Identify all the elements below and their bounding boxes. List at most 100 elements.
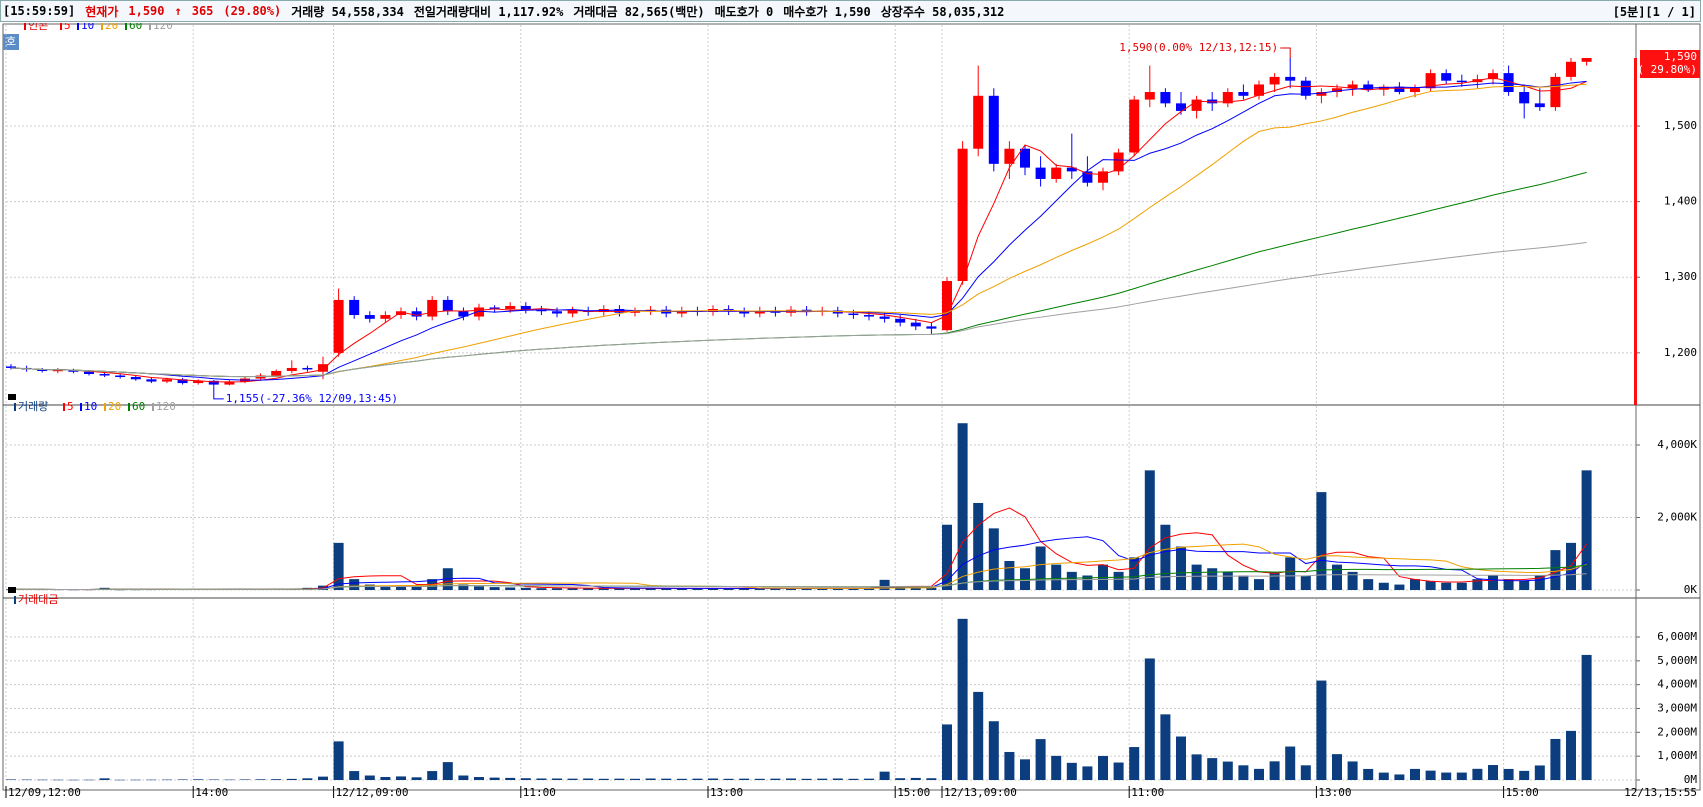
candle-body — [864, 315, 874, 317]
candle-body — [1488, 73, 1498, 80]
legend-swatch — [60, 23, 62, 30]
bar — [1425, 770, 1436, 780]
bar — [848, 588, 859, 590]
bar — [786, 588, 796, 590]
candle-body — [286, 367, 297, 371]
bar — [536, 588, 547, 590]
candle-body — [1176, 103, 1186, 111]
bar — [286, 778, 297, 780]
bar — [1581, 654, 1592, 780]
legend-period: 20 — [108, 400, 121, 413]
y-tick-label: 1,200 — [1664, 346, 1697, 359]
bar — [1285, 746, 1296, 780]
period-button[interactable]: [5분][1 / 1] — [1612, 4, 1696, 19]
bar — [957, 423, 968, 590]
bar — [224, 779, 235, 781]
legend-period: 60 — [129, 23, 142, 32]
bar — [333, 542, 344, 590]
bar — [505, 587, 516, 590]
bar — [1347, 761, 1358, 780]
bar — [1363, 768, 1374, 780]
chart: 호 1,200 1,300 1,400 1,500 인콘 5 10 20 60 120 1,590(… — [2, 23, 1701, 799]
header-bar: [15:59:59] 현재가 1,590 ↑ 365 (29.80%) 거래량 … — [0, 0, 1701, 22]
candle-body — [37, 369, 48, 371]
bar — [1534, 575, 1545, 590]
bar — [1300, 575, 1311, 590]
bar — [1066, 571, 1077, 590]
time: [15:59:59] — [3, 4, 76, 18]
bar — [411, 586, 422, 590]
bar — [692, 778, 703, 780]
bar — [583, 778, 594, 780]
legend-bar — [24, 23, 26, 30]
candle-body — [1269, 76, 1280, 85]
candle-body — [505, 305, 516, 309]
legend-period: 60 — [132, 400, 145, 413]
candle-body — [1332, 88, 1342, 93]
bar — [208, 779, 219, 780]
bar — [895, 587, 906, 590]
bar — [84, 779, 94, 781]
bar — [708, 588, 718, 590]
bar — [770, 778, 781, 780]
bar — [1269, 571, 1280, 590]
bar — [1269, 761, 1280, 780]
bar — [1441, 772, 1452, 780]
x-tick-label: 15:00 — [897, 786, 930, 799]
bar — [926, 778, 937, 780]
bar — [1581, 470, 1592, 590]
bar — [146, 779, 157, 781]
bar — [739, 778, 750, 780]
info: 매수호가 1,590 — [783, 4, 871, 19]
candle-body — [427, 299, 438, 317]
candle-body — [910, 322, 921, 327]
bar — [1378, 582, 1389, 590]
bar — [474, 586, 484, 590]
order-button[interactable] — [3, 34, 19, 50]
candle-body — [162, 379, 172, 382]
candle-body — [115, 375, 126, 378]
legend-swatch — [63, 403, 65, 411]
candle-body — [318, 364, 328, 372]
candle-body — [1082, 171, 1093, 183]
bar — [1425, 580, 1436, 590]
bar — [396, 585, 406, 590]
bar — [1363, 579, 1374, 590]
frame — [2, 23, 1701, 791]
candle-body — [224, 381, 235, 385]
legend-swatch — [77, 23, 79, 30]
bar — [817, 588, 828, 590]
bar — [1144, 658, 1155, 780]
bar — [68, 779, 79, 781]
bar — [1316, 680, 1327, 780]
legend-period: 120 — [153, 23, 173, 32]
bar — [380, 777, 391, 780]
annotation: 1,155(-27.36% 12/09,13:45) — [226, 392, 398, 405]
bar — [1550, 550, 1561, 590]
legend-name: 거래대금 — [18, 593, 58, 606]
legend-bar — [14, 596, 16, 604]
arrow: ↑ — [174, 4, 182, 18]
bar — [1550, 738, 1561, 780]
x-tick-label: 12/12,09:00 — [336, 786, 409, 799]
y-tick-label: 4,000K — [1657, 438, 1697, 451]
bar — [1472, 768, 1483, 780]
bar — [661, 588, 672, 590]
candle-body — [1051, 167, 1062, 179]
bar — [1347, 571, 1358, 590]
legend-period: 120 — [156, 400, 176, 413]
bar — [193, 779, 204, 780]
candle-body — [1160, 92, 1171, 104]
x-tick-label: 12/09,12:00 — [8, 786, 81, 799]
bar — [37, 779, 48, 781]
legend-swatch — [80, 403, 82, 411]
info: 거래량 54,558,334 — [291, 4, 404, 19]
moving-average — [10, 573, 1587, 591]
bar — [1020, 759, 1030, 780]
bar — [1472, 579, 1483, 590]
x-tick-label: 15:00 — [1506, 786, 1539, 799]
bar — [1051, 564, 1062, 590]
candle-body — [1316, 92, 1327, 96]
legend-swatch — [104, 403, 106, 411]
bar — [770, 588, 781, 590]
